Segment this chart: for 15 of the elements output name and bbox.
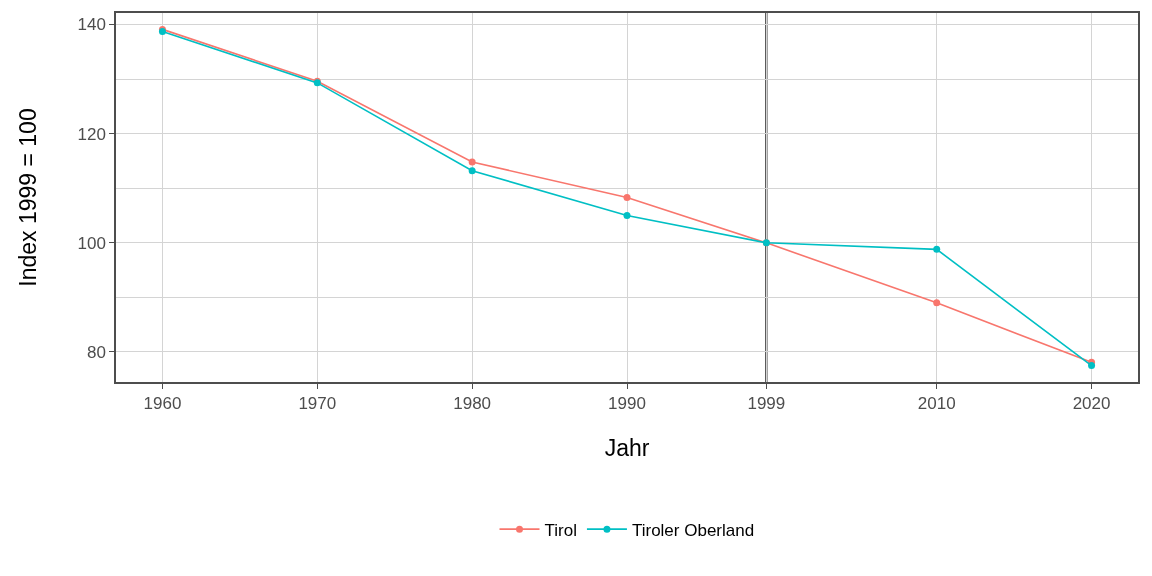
x-tick-label: 1970 xyxy=(298,394,337,414)
y-tick-label: 120 xyxy=(77,124,106,144)
x-tick-label: 1990 xyxy=(608,394,646,414)
y-tick-label: 140 xyxy=(77,15,106,35)
x-tick-label: 1980 xyxy=(453,394,492,414)
legend-label: Tiroler Oberland xyxy=(631,520,755,540)
x-tick-label: 1999 xyxy=(747,394,786,414)
x-tick-label: 1960 xyxy=(143,394,182,414)
legend-label: Tirol xyxy=(544,520,577,540)
y-tick-label: 100 xyxy=(77,233,106,253)
x-tick-label: 2010 xyxy=(917,394,956,414)
y-tick-label: 80 xyxy=(86,342,106,362)
x-axis-title: Jahr xyxy=(604,435,650,462)
x-tick-label: 2020 xyxy=(1072,394,1111,414)
y-axis-title: Index 1999 = 100 xyxy=(15,108,42,287)
